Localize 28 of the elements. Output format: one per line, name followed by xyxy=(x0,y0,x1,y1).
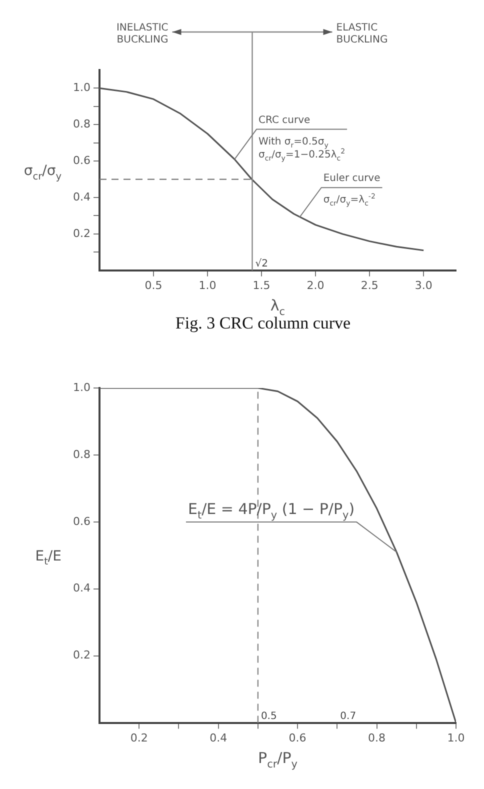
x-tick-label: 0.4 xyxy=(210,731,228,744)
y-tick-label: 1.0 xyxy=(72,380,90,394)
text: ELASTIC BUCKLING xyxy=(336,22,388,46)
y-tick-label: 0.6 xyxy=(72,154,90,167)
y-tick-label: 0.4 xyxy=(72,582,90,595)
x-tick-label: 2.5 xyxy=(360,278,378,292)
x-tick-label: 3.0 xyxy=(414,278,432,292)
ref-line-label: 0.5 xyxy=(260,710,277,722)
y-tick-label: 0.2 xyxy=(72,648,90,662)
annotation: Euler curve xyxy=(323,173,380,184)
y-tick-label: 0.6 xyxy=(72,514,90,528)
x-tick-label: 0.6 xyxy=(288,731,306,744)
x-tick-label: 1.5 xyxy=(252,278,270,292)
x-tick-label: 1.0 xyxy=(447,731,465,744)
y-tick-label: 0.4 xyxy=(72,190,90,204)
x-tick-label: 2.0 xyxy=(306,278,324,292)
x-tick-label: 0.8 xyxy=(368,731,386,744)
text: INELASTIC BUCKLING xyxy=(116,22,168,46)
annotation: 0.7 xyxy=(340,710,356,722)
ref-line-label: √2 xyxy=(255,257,268,270)
y-tick-label: 0.8 xyxy=(72,448,90,461)
x-tick-label: 0.5 xyxy=(144,278,162,292)
y-tick-label: 0.8 xyxy=(72,118,90,131)
x-tick-label: 1.0 xyxy=(198,278,216,292)
y-tick-label: 0.2 xyxy=(72,226,90,240)
x-tick-label: 0.2 xyxy=(130,731,148,744)
y-tick-label: 1.0 xyxy=(72,81,90,94)
annotation: CRC curve xyxy=(258,114,310,126)
